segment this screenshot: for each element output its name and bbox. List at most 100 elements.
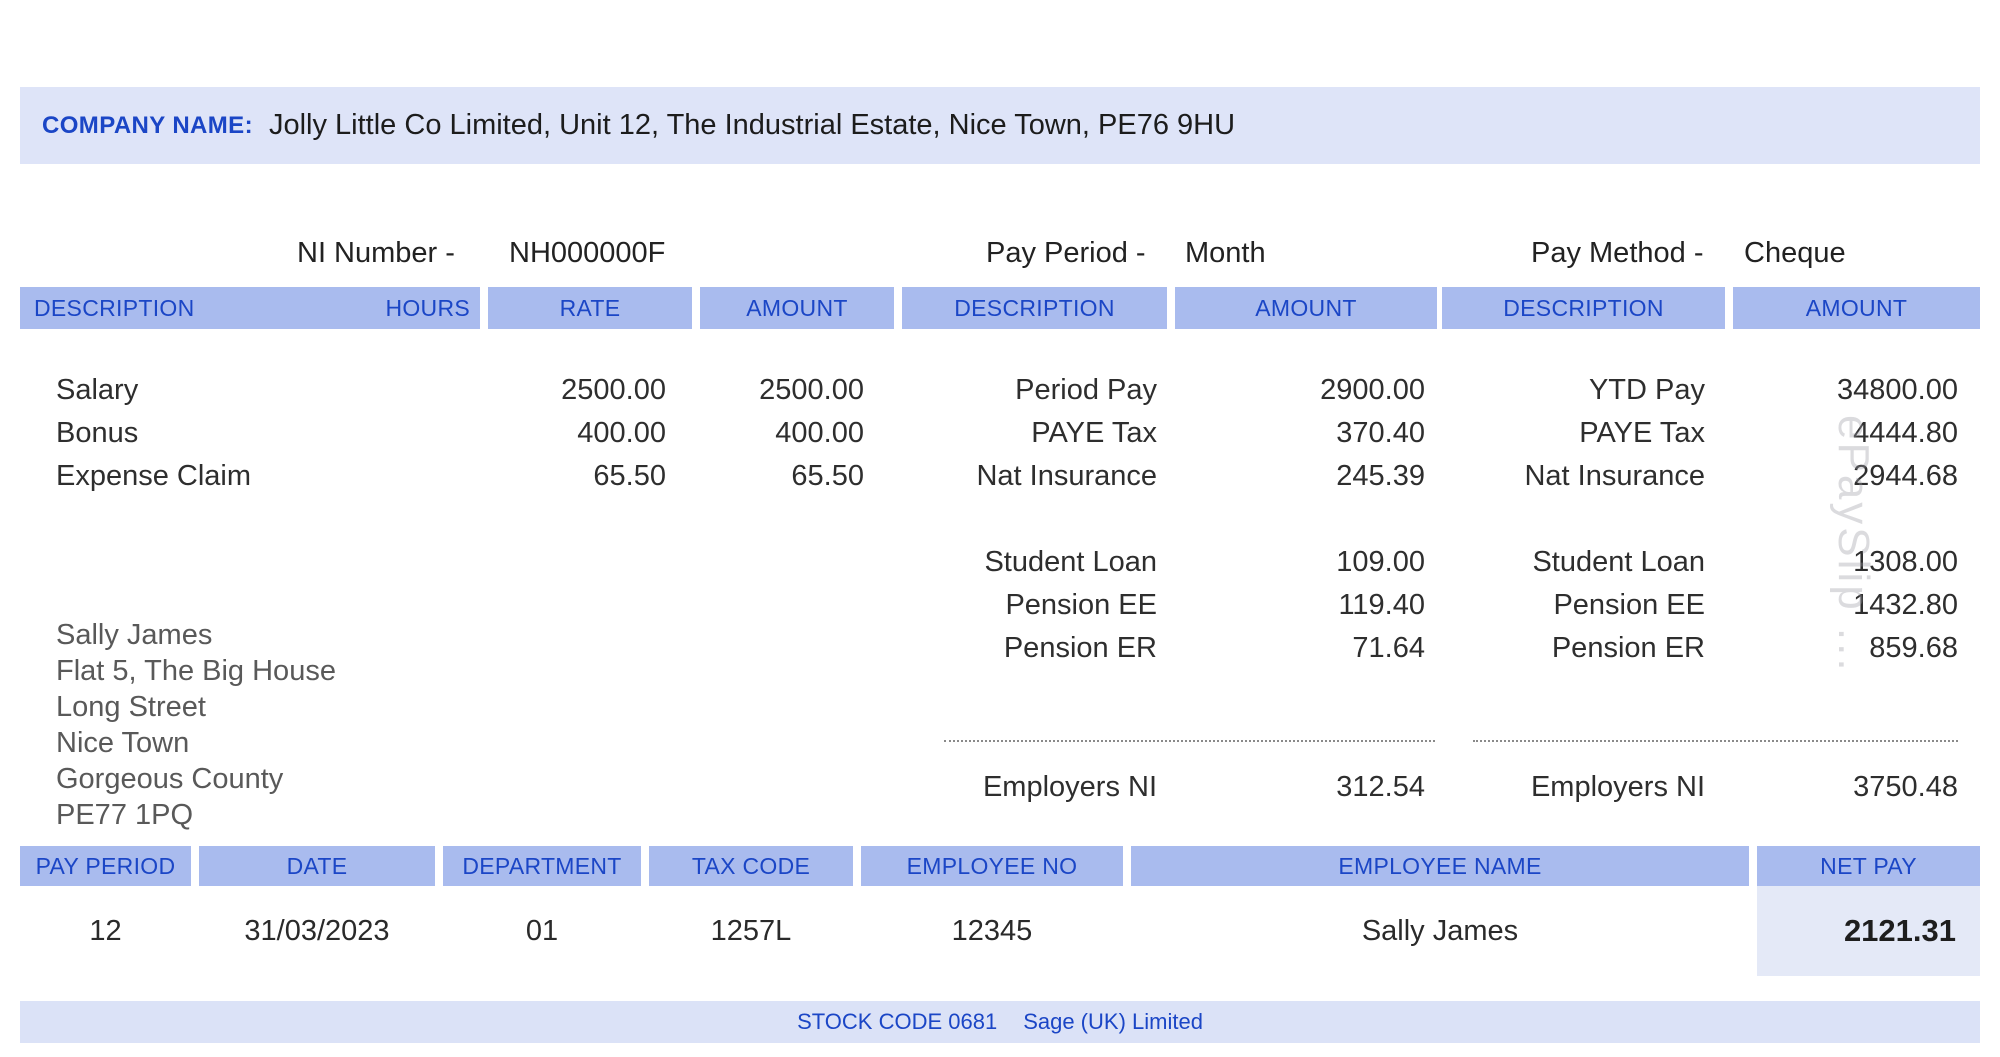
ytd-row: Student Loan 1308.00: [1442, 541, 1980, 584]
deduction-amount: 119.40: [1338, 589, 1425, 621]
company-banner: COMPANY NAME: Jolly Little Co Limited, U…: [20, 87, 1980, 164]
employers-ni-label: Employers NI: [982, 771, 1157, 803]
ytd-row: YTD Pay 34800.00: [1442, 369, 1980, 412]
deduction-description: PAYE Tax: [1031, 417, 1157, 449]
header-amount: AMOUNT: [1733, 287, 1980, 329]
address-line: Long Street: [56, 691, 206, 723]
dotted-divider: [1473, 740, 1958, 742]
summary-table: PAY PERIOD DATE DEPARTMENT TAX CODE EMPL…: [20, 846, 1980, 976]
payments-table: DESCRIPTION HOURS RATE AMOUNT Salary 250…: [20, 287, 894, 498]
ytd-row: PAYE Tax 4444.80: [1442, 412, 1980, 455]
deduction-description: Period Pay: [1015, 374, 1157, 406]
pay-period-value: 12: [89, 914, 122, 947]
header-description: DESCRIPTION: [1442, 287, 1725, 329]
ytd-amount: 1432.80: [1853, 589, 1958, 621]
ytd-description: Student Loan: [1532, 546, 1705, 578]
deduction-description: Pension EE: [1005, 589, 1157, 621]
watermark: ePaySlip ...: [1829, 415, 1878, 674]
payments-table-body: Salary 2500.00 2500.00 Bonus 400.00 400.…: [20, 329, 894, 498]
payment-description: Salary: [56, 374, 139, 406]
header-employee-name: EMPLOYEE NAME: [1131, 846, 1749, 886]
address-line: Sally James: [56, 619, 213, 651]
ytd-row: Pension EE 1432.80: [1442, 584, 1980, 627]
ytd-description: Pension EE: [1553, 589, 1705, 621]
header-net-pay: NET PAY: [1757, 846, 1980, 886]
ytd-table-body: YTD Pay 34800.00 PAYE Tax 4444.80 Nat In…: [1442, 329, 1980, 809]
footer-banner: STOCK CODE 0681 Sage (UK) Limited: [20, 1001, 1980, 1043]
net-pay-value: 2121.31: [1757, 886, 1980, 976]
payment-rate: 400.00: [577, 417, 666, 449]
payment-description: Bonus: [56, 417, 139, 449]
payment-row: Expense Claim 65.50 65.50: [20, 455, 894, 498]
header-amount: AMOUNT: [700, 287, 894, 329]
ytd-description: Pension ER: [1551, 632, 1705, 664]
header-department: DEPARTMENT: [443, 846, 641, 886]
employers-ni-row: Employers NI 312.54: [902, 766, 1437, 809]
deduction-row: Pension EE 119.40: [902, 584, 1437, 627]
employee-no-value: 12345: [951, 914, 1033, 947]
header-description: DESCRIPTION: [34, 294, 195, 321]
header-tax-code: TAX CODE: [649, 846, 853, 886]
period-table-body: Period Pay 2900.00 PAYE Tax 370.40 Nat I…: [902, 329, 1437, 809]
payment-amount: 2500.00: [759, 374, 864, 406]
deduction-row: Period Pay 2900.00: [902, 369, 1437, 412]
period-table-header: DESCRIPTION AMOUNT: [902, 287, 1437, 329]
header-description: DESCRIPTION: [902, 287, 1167, 329]
deduction-amount: 109.00: [1336, 546, 1425, 578]
payment-amount: 400.00: [775, 417, 864, 449]
company-address: Jolly Little Co Limited, Unit 12, The In…: [268, 109, 1236, 141]
ytd-description: YTD Pay: [1588, 374, 1705, 406]
deduction-description: Student Loan: [984, 546, 1157, 578]
ytd-description: PAYE Tax: [1579, 417, 1705, 449]
deduction-amount: 370.40: [1336, 417, 1425, 449]
deduction-amount: 245.39: [1336, 460, 1425, 492]
employee-name-value: Sally James: [1361, 914, 1519, 947]
ytd-amount: 4444.80: [1853, 417, 1958, 449]
pay-method-value: Cheque: [1744, 237, 1846, 269]
header-amount: AMOUNT: [1175, 287, 1437, 329]
ytd-amount: 859.68: [1869, 632, 1958, 664]
footer-company: Sage (UK) Limited: [1023, 1009, 1203, 1034]
row-spacer: [902, 498, 1437, 541]
address-line: Gorgeous County: [56, 763, 284, 795]
department-value: 01: [525, 914, 559, 947]
header-date: DATE: [199, 846, 435, 886]
deduction-amount: 2900.00: [1320, 374, 1425, 406]
header-rate: RATE: [488, 287, 692, 329]
deduction-row: Pension ER 71.64: [902, 627, 1437, 670]
address-line: Flat 5, The Big House: [56, 655, 336, 687]
employers-ni-label: Employers NI: [1530, 771, 1705, 803]
ni-number-label: NI Number -: [297, 237, 455, 269]
dotted-divider: [944, 740, 1435, 742]
payment-rate: 65.50: [593, 460, 666, 492]
employee-address: Sally James Flat 5, The Big House Long S…: [56, 617, 336, 833]
employers-ni-amount: 312.54: [1336, 771, 1425, 803]
ytd-table: DESCRIPTION AMOUNT YTD Pay 34800.00 PAYE…: [1442, 287, 1980, 809]
payment-rate: 2500.00: [561, 374, 666, 406]
pay-period-label: Pay Period -: [986, 237, 1146, 269]
ytd-amount: 2944.68: [1853, 460, 1958, 492]
header-employee-no: EMPLOYEE NO: [861, 846, 1123, 886]
date-value: 31/03/2023: [244, 914, 390, 947]
deduction-description: Nat Insurance: [976, 460, 1157, 492]
deduction-row: Student Loan 109.00: [902, 541, 1437, 584]
deduction-row: PAYE Tax 370.40: [902, 412, 1437, 455]
ytd-description: Nat Insurance: [1524, 460, 1705, 492]
pay-method-label: Pay Method -: [1531, 237, 1704, 269]
deduction-row: Nat Insurance 245.39: [902, 455, 1437, 498]
ni-number-value: NH000000F: [509, 237, 666, 269]
stock-code: STOCK CODE 0681: [797, 1009, 998, 1034]
ytd-row: Pension ER 859.68: [1442, 627, 1980, 670]
payment-amount: 65.50: [791, 460, 864, 492]
ytd-row: Nat Insurance 2944.68: [1442, 455, 1980, 498]
ytd-table-header: DESCRIPTION AMOUNT: [1442, 287, 1980, 329]
payment-row: Salary 2500.00 2500.00: [20, 369, 894, 412]
header-pay-period: PAY PERIOD: [20, 846, 191, 886]
payment-row: Bonus 400.00 400.00: [20, 412, 894, 455]
payment-description: Expense Claim: [56, 460, 252, 492]
address-line: PE77 1PQ: [56, 799, 194, 831]
company-name-label: COMPANY NAME:: [42, 111, 253, 139]
row-spacer: [1442, 498, 1980, 541]
payments-table-header: DESCRIPTION HOURS RATE AMOUNT: [20, 287, 894, 329]
period-table: DESCRIPTION AMOUNT Period Pay 2900.00 PA…: [902, 287, 1437, 809]
